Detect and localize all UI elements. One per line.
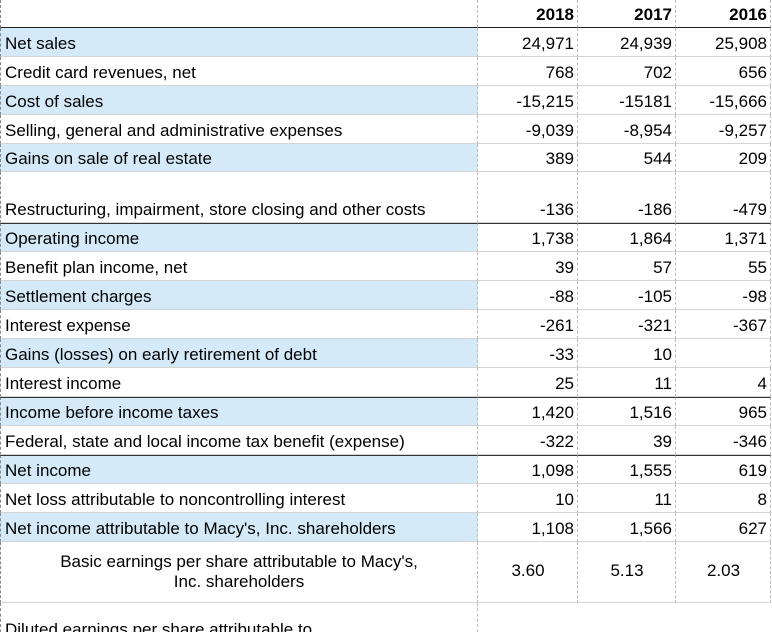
value-cell: 39: [478, 252, 578, 281]
row-label: Restructuring, impairment, store closing…: [0, 172, 478, 223]
value-cell: 55: [676, 252, 771, 281]
value-cell: -322: [478, 426, 578, 455]
row-label: Operating income: [0, 223, 478, 252]
value-cell: -8,954: [578, 115, 676, 144]
row-label: Basic earnings per share attributable to…: [0, 542, 478, 603]
value-cell: 209: [676, 144, 771, 172]
value-cell: 3.60: [478, 542, 578, 603]
value-cell: -261: [478, 310, 578, 339]
row-label: Net income: [0, 455, 478, 484]
value-cell: 25,908: [676, 28, 771, 57]
value-cell: 1,371: [676, 223, 771, 252]
column-header: 2016: [676, 0, 771, 28]
value-cell: 24,971: [478, 28, 578, 57]
header-blank: [0, 0, 478, 28]
value-cell: 1,098: [478, 455, 578, 484]
value-cell: 1,516: [578, 397, 676, 426]
value-cell: -479: [676, 172, 771, 223]
value-cell: 1,420: [478, 397, 578, 426]
value-cell: 5.13: [578, 542, 676, 603]
row-label: Settlement charges: [0, 281, 478, 310]
row-label: Income before income taxes: [0, 397, 478, 426]
row-label: Interest expense: [0, 310, 478, 339]
value-cell: 1,864: [578, 223, 676, 252]
value-cell: -15,666: [676, 86, 771, 115]
value-cell: 2.03: [676, 542, 771, 603]
column-header: 2017: [578, 0, 676, 28]
value-cell: -105: [578, 281, 676, 310]
value-cell: 1,738: [478, 223, 578, 252]
value-cell: -98: [676, 281, 771, 310]
value-cell: 619: [676, 455, 771, 484]
value-cell: 8: [676, 484, 771, 513]
row-label: Gains on sale of real estate: [0, 144, 478, 172]
value-cell: 11: [578, 368, 676, 397]
value-cell: 389: [478, 144, 578, 172]
value-cell: 25: [478, 368, 578, 397]
value-cell: -88: [478, 281, 578, 310]
row-label: Federal, state and local income tax bene…: [0, 426, 478, 455]
value-cell: 1,566: [578, 513, 676, 542]
value-cell: -15,215: [478, 86, 578, 115]
row-label: Credit card revenues, net: [0, 57, 478, 86]
value-cell: -186: [578, 172, 676, 223]
row-label: Cost of sales: [0, 86, 478, 115]
value-cell: 656: [676, 57, 771, 86]
value-cell: 4: [676, 368, 771, 397]
row-label: Diluted earnings per share attributable …: [0, 603, 478, 632]
value-cell: 10: [478, 484, 578, 513]
value-cell: -136: [478, 172, 578, 223]
column-header: 2018: [478, 0, 578, 28]
value-cell: 965: [676, 397, 771, 426]
row-label: Gains (losses) on early retirement of de…: [0, 339, 478, 368]
value-cell: 1,555: [578, 455, 676, 484]
value-cell: -9,039: [478, 115, 578, 144]
value-cell: 1,108: [478, 513, 578, 542]
value-cell: 702: [578, 57, 676, 86]
value-cell: 24,939: [578, 28, 676, 57]
value-cell: -321: [578, 310, 676, 339]
row-label: Net loss attributable to noncontrolling …: [0, 484, 478, 513]
value-cell: 11: [578, 484, 676, 513]
value-cell: 39: [578, 426, 676, 455]
row-label: Net income attributable to Macy's, Inc. …: [0, 513, 478, 542]
value-cell: 10: [578, 339, 676, 368]
row-label: Benefit plan income, net: [0, 252, 478, 281]
row-label: Net sales: [0, 28, 478, 57]
value-cell: -367: [676, 310, 771, 339]
row-label: Selling, general and administrative expe…: [0, 115, 478, 144]
value-cell: 627: [676, 513, 771, 542]
value-cell: -15181: [578, 86, 676, 115]
value-cell: -346: [676, 426, 771, 455]
value-cell: 544: [578, 144, 676, 172]
value-cell: -33: [478, 339, 578, 368]
value-cell: 57: [578, 252, 676, 281]
value-cell: -9,257: [676, 115, 771, 144]
value-cell: [676, 339, 771, 368]
row-label: Interest income: [0, 368, 478, 397]
value-cell: 768: [478, 57, 578, 86]
